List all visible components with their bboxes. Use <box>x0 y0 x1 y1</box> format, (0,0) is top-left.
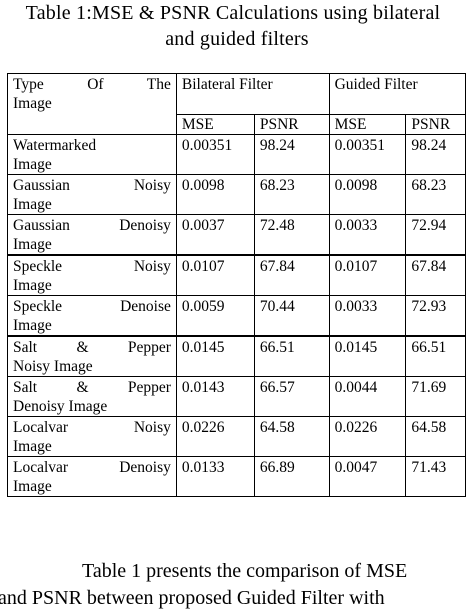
row-guided-psnr: 72.94 <box>405 214 466 256</box>
row-bilateral-psnr: 66.57 <box>253 376 330 417</box>
row-guided-psnr: 98.24 <box>405 134 466 175</box>
row-image-type-line-1: Gaussian Noisy <box>13 177 171 194</box>
row-bilateral-psnr: 70.44 <box>253 295 330 337</box>
row-image-type: Speckle Denoise Image <box>7 295 177 337</box>
table-row: Gaussian Denoisy Image 0.0037 72.48 0.0033 72… <box>7 214 466 256</box>
row-image-type: Salt & Pepper Denoisy Image <box>7 376 177 417</box>
subheader-guided-mse: MSE <box>328 114 407 135</box>
row-guided-mse: 0.0098 <box>328 174 407 215</box>
table-row: Watermarked Image 0.00351 98.24 0.00351 98.24 <box>7 134 466 175</box>
row-image-type-line-2: Image <box>13 196 52 213</box>
subheader-bilateral-psnr: PSNR <box>253 114 330 135</box>
row-guided-mse: 0.0047 <box>328 456 407 497</box>
row-image-type-line-1: Gaussian Denoisy <box>13 217 171 234</box>
subheader-guided-psnr: PSNR <box>405 114 466 135</box>
row-image-type: Salt & Pepper Noisy Image <box>7 335 177 377</box>
caption-line-1: Table 1:MSE & PSNR Calculations using bi… <box>25 2 441 24</box>
row-bilateral-psnr: 68.23 <box>253 174 330 215</box>
header-type-line-1: Type Of The <box>13 76 171 93</box>
row-guided-mse: 0.0033 <box>328 295 407 337</box>
row-bilateral-psnr: 98.24 <box>253 134 330 175</box>
table-row: Speckle Noisy Image 0.0107 67.84 0.0107 67.84 <box>7 254 466 296</box>
row-image-type-line-2: Image <box>13 156 52 173</box>
row-guided-psnr: 66.51 <box>405 335 466 377</box>
row-bilateral-mse: 0.0133 <box>175 456 255 497</box>
results-table: Type Of The Image Bilateral Filter Guide… <box>7 73 467 497</box>
row-image-type-line-2: Image <box>13 277 52 294</box>
row-bilateral-psnr: 64.58 <box>253 416 330 457</box>
row-image-type-line-2: Noisy Image <box>13 358 93 375</box>
row-image-type-line-2: Image <box>13 236 52 253</box>
header-guided-filter: Guided Filter <box>328 73 467 115</box>
row-guided-mse: 0.0044 <box>328 376 407 417</box>
row-bilateral-mse: 0.0143 <box>175 376 255 417</box>
header-type-of-image: Type Of The Image <box>7 73 177 135</box>
table-row: Localvar Noisy Image 0.0226 64.58 0.0226 64.5… <box>7 416 466 457</box>
row-bilateral-mse: 0.0226 <box>175 416 255 457</box>
row-guided-mse: 0.0226 <box>328 416 407 457</box>
row-image-type-line-2: Denoisy Image <box>13 398 108 415</box>
header-bilateral-filter: Bilateral Filter <box>175 73 330 115</box>
table-row: Localvar Denoisy Image 0.0133 66.89 0.0047 71… <box>7 456 466 497</box>
row-bilateral-psnr: 67.84 <box>253 254 330 296</box>
row-guided-mse: 0.00351 <box>328 134 407 175</box>
table-row: Speckle Denoise Image 0.0059 70.44 0.0033 72.… <box>7 295 466 337</box>
table-row: Gaussian Noisy Image 0.0098 68.23 0.0098 68.2… <box>7 174 466 215</box>
body-paragraph: Table 1 presents the comparison of MSE a… <box>0 558 474 612</box>
row-bilateral-psnr: 66.51 <box>253 335 330 377</box>
row-image-type-line-1: Salt & Pepper <box>13 379 171 396</box>
row-guided-psnr: 68.23 <box>405 174 466 215</box>
row-image-type-line-2: Image <box>13 438 52 455</box>
row-guided-psnr: 71.43 <box>405 456 466 497</box>
row-image-type-line-1: Localvar Denoisy <box>13 459 171 476</box>
row-guided-mse: 0.0107 <box>328 254 407 296</box>
row-image-type-line-2: Image <box>13 478 52 495</box>
table-caption: Table 1:MSE & PSNR Calculations using bi… <box>0 0 474 52</box>
row-image-type-line-1: Watermarked <box>13 137 97 154</box>
row-bilateral-mse: 0.0037 <box>175 214 255 256</box>
row-image-type: Gaussian Noisy Image <box>7 174 177 215</box>
row-bilateral-mse: 0.00351 <box>175 134 255 175</box>
row-guided-psnr: 71.69 <box>405 376 466 417</box>
row-image-type: Localvar Denoisy Image <box>7 456 177 497</box>
table-row: Salt & Pepper Noisy Image 0.0145 66.51 0.014… <box>7 335 466 377</box>
row-image-type-line-1: Localvar Noisy <box>13 419 171 436</box>
subheader-bilateral-mse: MSE <box>175 114 255 135</box>
row-guided-psnr: 64.58 <box>405 416 466 457</box>
row-image-type-line-1: Speckle Noisy <box>13 258 171 275</box>
row-guided-mse: 0.0033 <box>328 214 407 256</box>
row-guided-mse: 0.0145 <box>328 335 407 377</box>
row-bilateral-psnr: 66.89 <box>253 456 330 497</box>
body-line-2: and PSNR between proposed Guided Filter … <box>0 587 385 609</box>
table-header-row: Type Of The Image Bilateral Filter Guide… <box>7 73 467 135</box>
row-image-type: Speckle Noisy Image <box>7 254 177 296</box>
header-type-line-2: Image <box>13 95 52 112</box>
row-guided-psnr: 67.84 <box>405 254 466 296</box>
row-bilateral-mse: 0.0098 <box>175 174 255 215</box>
table-row: Salt & Pepper Denoisy Image 0.0143 66.57 0.0… <box>7 376 466 417</box>
row-image-type-line-1: Speckle Denoise <box>13 298 171 315</box>
row-bilateral-mse: 0.0107 <box>175 254 255 296</box>
row-image-type-line-2: Image <box>13 317 52 334</box>
row-bilateral-mse: 0.0145 <box>175 335 255 377</box>
caption-line-2: and guided filters <box>165 28 309 50</box>
row-image-type-line-1: Salt & Pepper <box>13 339 171 356</box>
row-image-type: Localvar Noisy Image <box>7 416 177 457</box>
row-guided-psnr: 72.93 <box>405 295 466 337</box>
row-bilateral-psnr: 72.48 <box>253 214 330 256</box>
row-image-type: Gaussian Denoisy Image <box>7 214 177 256</box>
row-image-type: Watermarked Image <box>7 134 177 175</box>
body-line-1: Table 1 presents the comparison of MSE <box>82 560 408 582</box>
row-bilateral-mse: 0.0059 <box>175 295 255 337</box>
